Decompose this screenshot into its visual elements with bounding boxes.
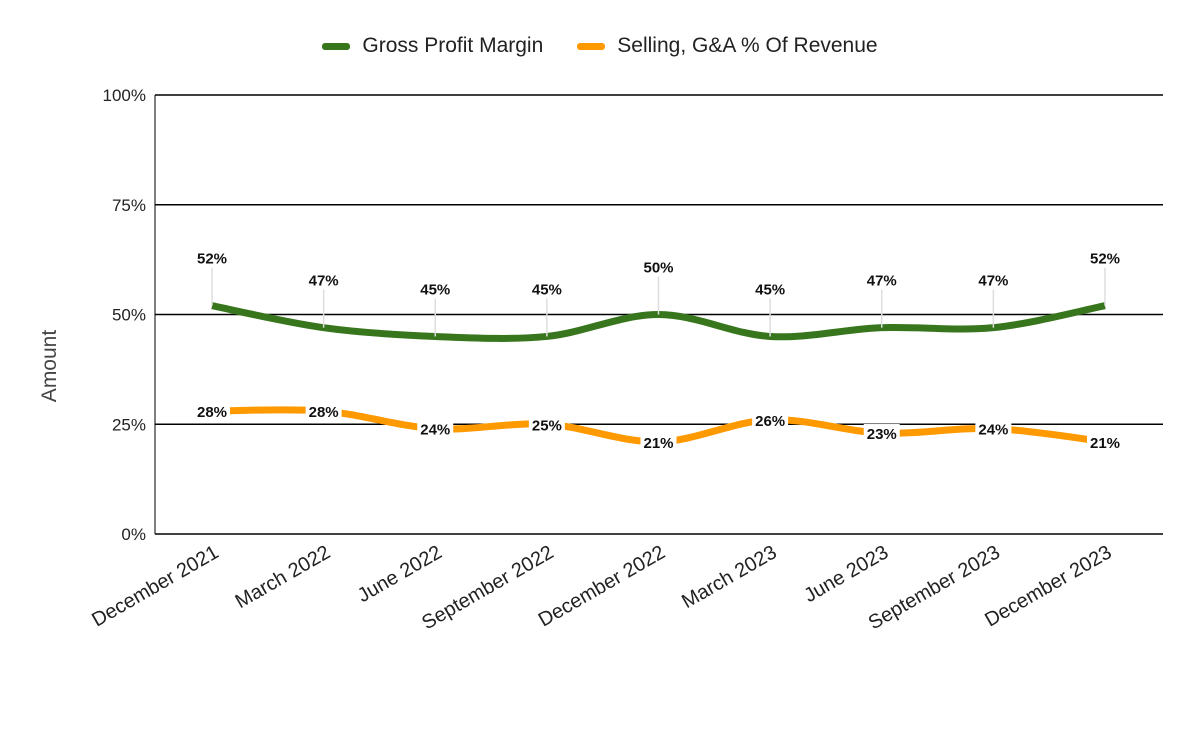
y-axis-label: Amount xyxy=(38,330,61,403)
data-label: 25% xyxy=(532,417,562,434)
data-label: 50% xyxy=(643,260,673,277)
legend: Gross Profit Margin Selling, G&A % Of Re… xyxy=(0,34,1200,58)
data-label-background xyxy=(863,424,900,444)
data-label: 26% xyxy=(755,413,785,430)
data-label-background xyxy=(417,419,454,439)
legend-label: Selling, G&A % Of Revenue xyxy=(617,34,878,57)
legend-swatch-orange xyxy=(577,42,606,50)
data-label: 52% xyxy=(197,251,227,268)
data-label: 47% xyxy=(978,273,1008,290)
x-tick-label: June 2023 xyxy=(800,541,892,607)
x-tick-label: December 2022 xyxy=(535,541,669,631)
y-tick-label: 50% xyxy=(112,306,146,325)
data-label: 23% xyxy=(867,426,897,443)
data-label-background xyxy=(528,415,565,435)
data-label: 52% xyxy=(1090,251,1120,268)
legend-label: Gross Profit Margin xyxy=(362,34,544,57)
legend-swatch-green xyxy=(322,42,351,50)
data-label: 45% xyxy=(532,281,562,298)
data-label-background xyxy=(640,432,677,452)
data-label: 47% xyxy=(309,273,339,290)
legend-item-sga[interactable]: Selling, G&A % Of Revenue xyxy=(577,34,878,58)
y-tick-label: 25% xyxy=(112,415,146,434)
data-label: 45% xyxy=(755,281,785,298)
data-label-background xyxy=(975,419,1012,439)
x-tick-label: March 2022 xyxy=(232,541,334,613)
data-label: 45% xyxy=(420,281,450,298)
data-label: 21% xyxy=(643,435,673,452)
x-tick-label: December 2023 xyxy=(981,541,1115,631)
x-tick-label: March 2023 xyxy=(678,541,780,613)
y-tick-label: 0% xyxy=(121,525,146,544)
data-label: 24% xyxy=(978,422,1008,439)
data-label: 24% xyxy=(420,422,450,439)
x-tick-label: December 2021 xyxy=(88,541,222,631)
data-label-background xyxy=(305,402,342,422)
y-tick-label: 75% xyxy=(112,196,146,215)
data-label: 28% xyxy=(309,404,339,421)
data-label-background xyxy=(1087,432,1123,452)
x-tick-label: June 2022 xyxy=(354,541,446,607)
legend-item-gross-profit-margin[interactable]: Gross Profit Margin xyxy=(322,34,543,58)
data-label-background xyxy=(194,402,230,422)
y-tick-label: 100% xyxy=(103,86,146,105)
data-label-background xyxy=(752,410,789,430)
data-label: 28% xyxy=(197,404,227,421)
data-label: 47% xyxy=(867,273,897,290)
data-label: 21% xyxy=(1090,435,1120,452)
